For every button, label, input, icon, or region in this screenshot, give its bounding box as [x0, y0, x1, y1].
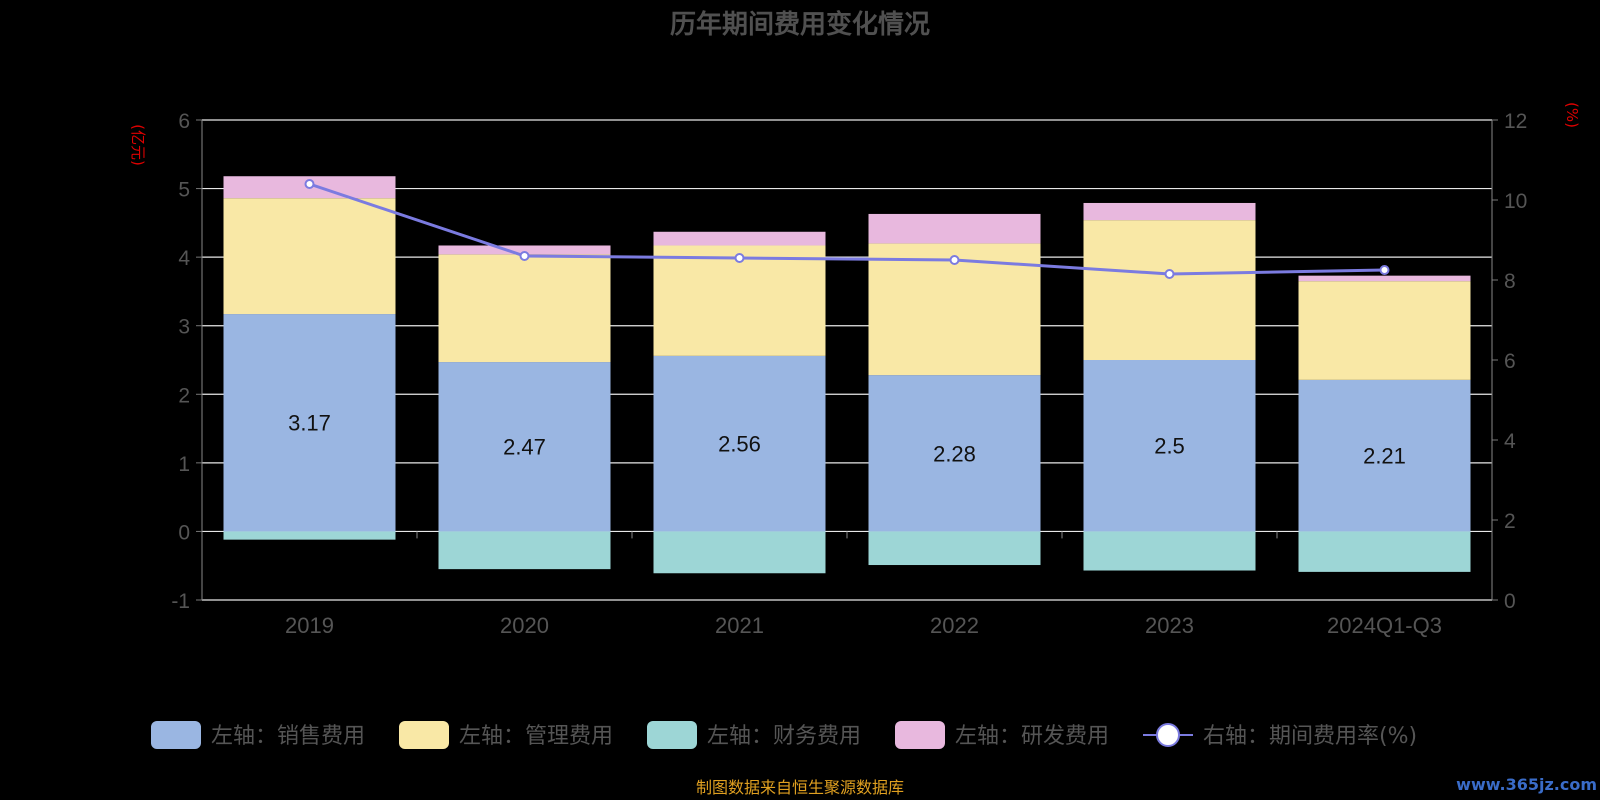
- left-tick-label: 2: [178, 384, 190, 407]
- line-point: [1164, 269, 1175, 279]
- bar-财务费用: [653, 531, 826, 574]
- line-point: [304, 179, 315, 189]
- left-tick-label: 3: [178, 316, 190, 339]
- left-tick-label: 4: [178, 247, 190, 270]
- x-tick-label: 2023: [1145, 613, 1194, 638]
- bar-销售费用: [653, 355, 826, 532]
- data-label: 2.47: [503, 435, 546, 460]
- bar-财务费用: [223, 531, 396, 540]
- bar-管理费用: [868, 243, 1041, 376]
- legend-swatch: [399, 721, 449, 749]
- bar-研发费用: [653, 231, 826, 246]
- bar-财务费用: [1298, 531, 1471, 572]
- bar-研发费用: [1083, 202, 1256, 221]
- right-tick-label: 2: [1504, 510, 1516, 533]
- data-label: 2.28: [933, 441, 976, 466]
- line-point: [1379, 265, 1390, 275]
- line-point: [949, 255, 960, 265]
- bar-管理费用: [1083, 220, 1256, 360]
- bar-财务费用: [438, 531, 611, 570]
- bar-财务费用: [868, 531, 1041, 566]
- data-label: 2.21: [1363, 444, 1406, 469]
- bar-研发费用: [868, 213, 1041, 244]
- x-tick-label: 2024Q1-Q3: [1327, 613, 1442, 638]
- left-tick-label: 1: [178, 453, 190, 476]
- left-tick-label: 5: [178, 179, 190, 202]
- bar-管理费用: [653, 245, 826, 356]
- bar-销售费用: [1083, 360, 1256, 532]
- legend-swatch: [895, 721, 945, 749]
- right-tick-label: 6: [1504, 350, 1516, 373]
- data-label: 3.17: [288, 411, 331, 436]
- left-tick-label: 0: [178, 521, 190, 544]
- bar-管理费用: [438, 254, 611, 363]
- x-tick-label: 2020: [500, 613, 549, 638]
- line-period-expense-rate: [309, 182, 1385, 276]
- right-tick-label: 8: [1504, 270, 1516, 293]
- right-tick-label: 0: [1504, 590, 1516, 613]
- legend-item-label: 左轴：管理费用: [459, 724, 613, 749]
- legend-swatch: [151, 721, 201, 749]
- right-axis-unit: (%): [1563, 102, 1581, 128]
- bar-管理费用: [223, 198, 396, 315]
- bar-财务费用: [1083, 531, 1256, 571]
- left-tick-label: 6: [178, 110, 190, 133]
- right-tick-label: 10: [1504, 190, 1527, 213]
- line-point: [519, 251, 530, 261]
- bar-销售费用: [438, 362, 611, 532]
- x-tick-label: 2021: [715, 613, 764, 638]
- right-tick-label: 12: [1504, 110, 1527, 133]
- right-tick-label: 4: [1504, 430, 1516, 453]
- line-point: [734, 253, 745, 263]
- bar-销售费用: [868, 375, 1041, 532]
- data-label: 2.5: [1154, 434, 1185, 459]
- x-tick-label: 2022: [930, 613, 979, 638]
- legend-item-label: 左轴：销售费用: [211, 724, 365, 749]
- legend-item-label: 右轴：期间费用率(%): [1203, 724, 1417, 749]
- bar-研发费用: [1298, 275, 1471, 282]
- left-axis-unit: (亿元): [129, 124, 147, 166]
- bar-销售费用: [223, 314, 396, 532]
- legend[interactable]: 左轴：销售费用 左轴：管理费用 左轴：财务费用 左轴：研发费用 右轴：期间费用率(%): [151, 721, 1417, 749]
- bar-销售费用: [1298, 379, 1471, 532]
- data-source-note: 制图数据来自恒生聚源数据库: [696, 778, 904, 797]
- legend-item-label: 左轴：财务费用: [707, 724, 861, 749]
- legend-marker: [1156, 723, 1180, 747]
- chart-title: 历年期间费用变化情况: [670, 9, 930, 39]
- watermark: www.365jz.com: [1456, 775, 1597, 794]
- x-tick-label: 2019: [285, 613, 334, 638]
- legend-swatch: [647, 721, 697, 749]
- legend-item-label: 左轴：研发费用: [955, 724, 1109, 749]
- left-tick-label: -1: [171, 590, 190, 613]
- bar-管理费用: [1298, 281, 1471, 380]
- bar-研发费用: [438, 245, 611, 255]
- data-label: 2.56: [718, 432, 761, 457]
